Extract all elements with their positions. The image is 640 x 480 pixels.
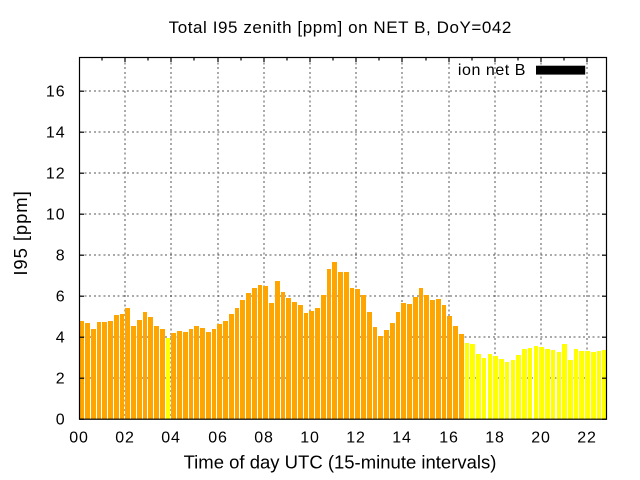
svg-text:22: 22	[577, 430, 597, 447]
svg-text:02: 02	[115, 430, 135, 447]
svg-text:Time of day UTC (15-minute int: Time of day UTC (15-minute intervals)	[184, 452, 497, 473]
svg-text:8: 8	[56, 248, 66, 265]
svg-text:08: 08	[254, 430, 274, 447]
svg-text:6: 6	[56, 289, 66, 306]
svg-text:14: 14	[46, 125, 66, 142]
svg-text:ion net B: ion net B	[458, 62, 526, 79]
svg-text:I95 [ppm]: I95 [ppm]	[10, 190, 31, 275]
svg-text:10: 10	[300, 430, 320, 447]
svg-text:10: 10	[46, 207, 66, 224]
svg-text:2: 2	[56, 371, 66, 388]
svg-text:12: 12	[46, 166, 66, 183]
svg-text:00: 00	[69, 430, 89, 447]
svg-text:04: 04	[161, 430, 181, 447]
svg-text:4: 4	[56, 330, 66, 347]
svg-text:18: 18	[485, 430, 505, 447]
svg-text:16: 16	[439, 430, 459, 447]
svg-text:16: 16	[46, 84, 66, 101]
svg-text:06: 06	[208, 430, 228, 447]
svg-text:20: 20	[531, 430, 551, 447]
svg-text:0: 0	[56, 412, 66, 429]
svg-text:Total I95 zenith [ppm] on NET: Total I95 zenith [ppm] on NET B, DoY=042	[169, 18, 512, 37]
svg-text:14: 14	[392, 430, 412, 447]
svg-text:12: 12	[346, 430, 366, 447]
